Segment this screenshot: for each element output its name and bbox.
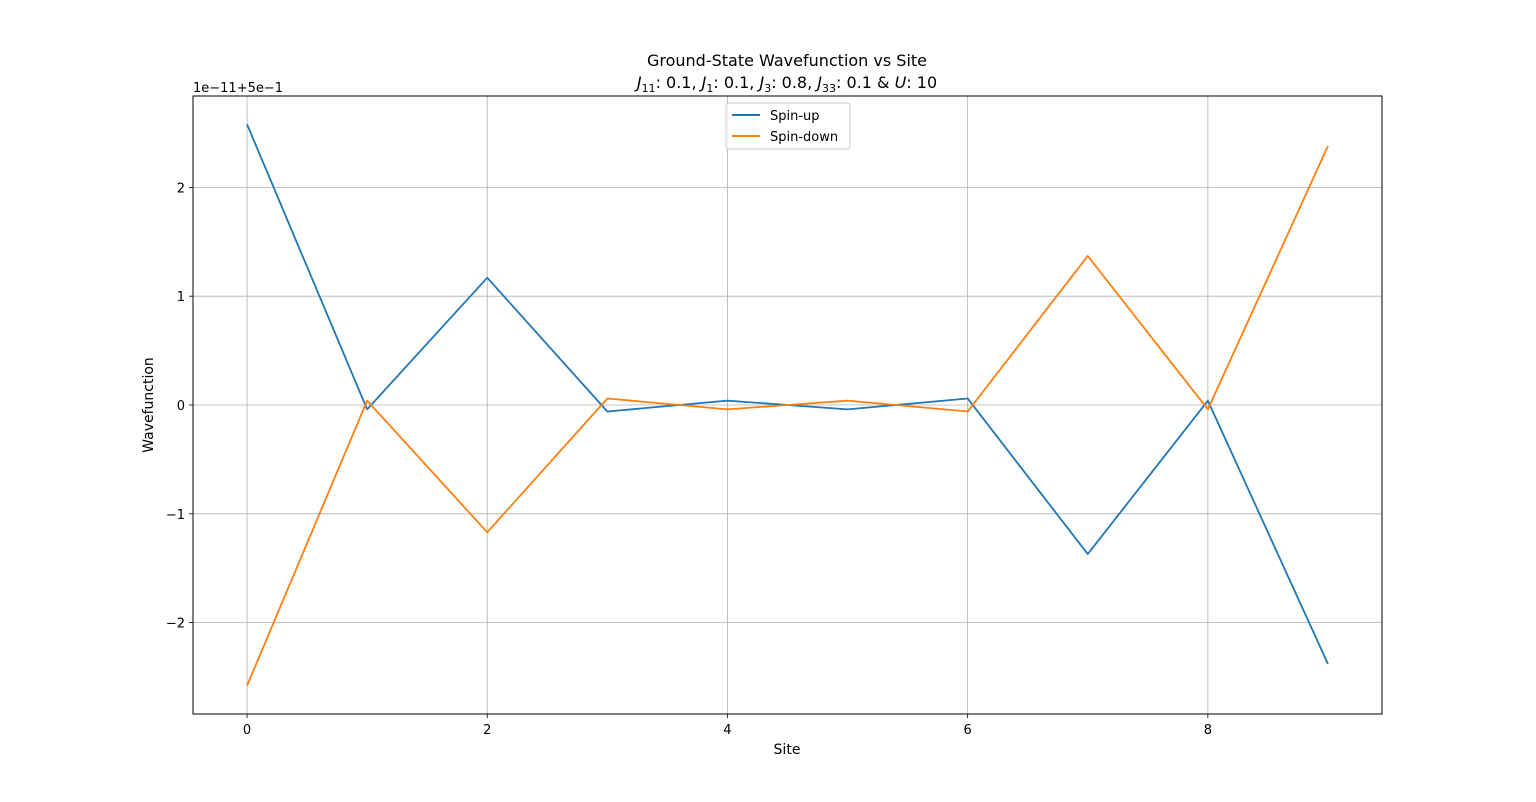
legend: Spin-up Spin-down [725,102,851,150]
y-tick-label: 0 [177,399,185,414]
data-point-spin-down [726,408,728,410]
subtitle-subscript: 3 [764,82,771,95]
subtitle-text: : 0.8, [771,73,817,92]
data-point-spin-up [606,410,608,412]
chart-title: Ground-State Wavefunction vs Site [647,51,927,70]
data-point-spin-up [846,408,848,410]
x-tick-label: 4 [723,723,731,738]
data-series [246,123,1329,687]
subtitle-symbol: J [756,73,764,92]
grid-lines [193,96,1382,714]
subtitle-text: : 10 [906,73,937,92]
x-tick-label: 2 [483,723,491,738]
data-point-spin-up [726,399,728,401]
data-point-spin-down [486,531,488,533]
y-tick-label: −2 [166,617,185,632]
x-tick-label: 6 [964,723,972,738]
legend-label-spin-up: Spin-up [770,109,820,124]
data-point-spin-down [366,399,368,401]
y-tick-label: −1 [166,508,185,523]
subtitle-symbol: J [634,73,642,92]
data-point-spin-down [1087,255,1089,257]
data-point-spin-up [966,397,968,399]
data-point-spin-up [486,277,488,279]
series-line-spin-down [246,145,1329,687]
x-axis-label: Site [774,742,801,758]
data-point-spin-up [1327,663,1329,665]
subtitle-text: : 0.1, [713,73,759,92]
y-axis-offset-label: 1e−11+5e−1 [193,81,283,96]
data-point-spin-down [1207,408,1209,410]
data-point-spin-down [966,410,968,412]
data-point-spin-up [1087,553,1089,555]
y-tick-label: 2 [177,181,185,196]
subtitle-subscript: 1 [706,82,713,95]
subtitle-subscript: 11 [642,82,656,95]
subtitle-symbol: J [814,73,822,92]
data-point-spin-down [846,399,848,401]
chart-subtitle: J11: 0.1, J1: 0.1, J3: 0.8, J33: 0.1 & U… [634,73,937,95]
axis-ticks: 0 2 4 6 8 −2 −1 0 1 2 [166,181,1212,738]
subtitle-symbol: J [699,73,707,92]
y-axis-label: Wavefunction [141,357,157,453]
subtitle-subscript: 33 [822,82,836,95]
x-tick-label: 8 [1204,723,1212,738]
y-tick-label: 1 [177,290,185,305]
data-point-spin-down [246,685,248,687]
data-point-spin-up [366,408,368,410]
data-point-spin-up [246,123,248,125]
data-point-spin-down [606,397,608,399]
x-tick-label: 0 [243,723,251,738]
subtitle-symbol: U [895,73,907,92]
data-point-spin-up [1207,399,1209,401]
subtitle-text: : 0.1, [656,73,702,92]
subtitle-text: : 0.1 & [836,73,895,92]
legend-label-spin-down: Spin-down [770,130,838,145]
data-point-spin-down [1327,145,1329,147]
